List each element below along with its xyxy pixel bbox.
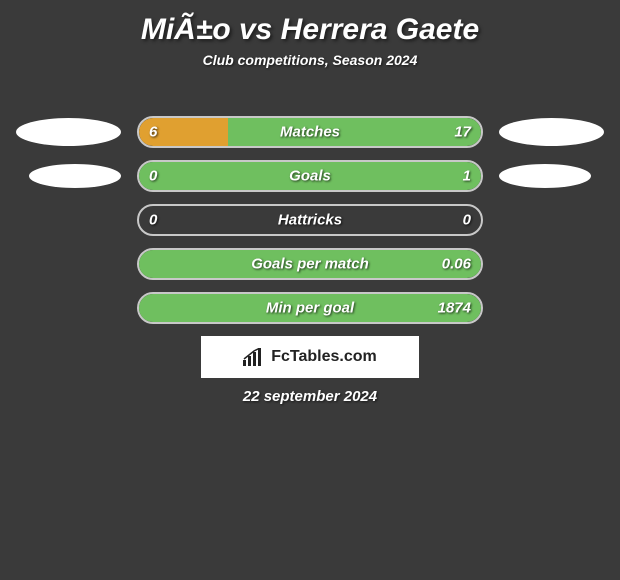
stat-bar: Goals 0 1: [137, 160, 483, 192]
stat-bar: Matches 6 17: [137, 116, 483, 148]
chart-icon: [243, 348, 265, 366]
stat-row: Hattricks 0 0: [0, 204, 620, 236]
stat-label: Min per goal: [266, 300, 354, 317]
stat-row: Matches 6 17: [0, 116, 620, 148]
stat-bar: Goals per match 0.06: [137, 248, 483, 280]
stat-value-left: 0: [149, 168, 157, 185]
brand-box[interactable]: FcTables.com: [201, 336, 419, 378]
stat-row: Goals 0 1: [0, 160, 620, 192]
bar-fill-right: [228, 118, 481, 146]
stats-rows: Matches 6 17 Goals 0 1 Hattricks 0 0 Goals per ma…: [0, 116, 620, 324]
stat-value-right: 1874: [438, 300, 471, 317]
stat-value-right: 17: [454, 124, 471, 141]
stat-label: Hattricks: [278, 212, 342, 229]
stat-label: Matches: [280, 124, 340, 141]
subtitle: Club competitions, Season 2024: [0, 52, 620, 68]
stat-value-right: 0: [463, 212, 471, 229]
player-left-ellipse: [16, 118, 121, 146]
player-right-ellipse: [499, 164, 591, 188]
stat-bar: Min per goal 1874: [137, 292, 483, 324]
stat-value-left: 0: [149, 212, 157, 229]
stat-bar: Hattricks 0 0: [137, 204, 483, 236]
stat-label: Goals per match: [251, 256, 369, 273]
player-left-ellipse: [29, 164, 121, 188]
stat-value-right: 1: [463, 168, 471, 185]
stat-label: Goals: [289, 168, 331, 185]
page-title: MiÃ±o vs Herrera Gaete: [0, 5, 620, 52]
stat-row: Min per goal 1874: [0, 292, 620, 324]
brand-text: FcTables.com: [271, 348, 377, 366]
stat-value-right: 0.06: [442, 256, 471, 273]
player-right-ellipse: [499, 118, 604, 146]
stat-value-left: 6: [149, 124, 157, 141]
date-text: 22 september 2024: [0, 388, 620, 405]
stat-row: Goals per match 0.06: [0, 248, 620, 280]
